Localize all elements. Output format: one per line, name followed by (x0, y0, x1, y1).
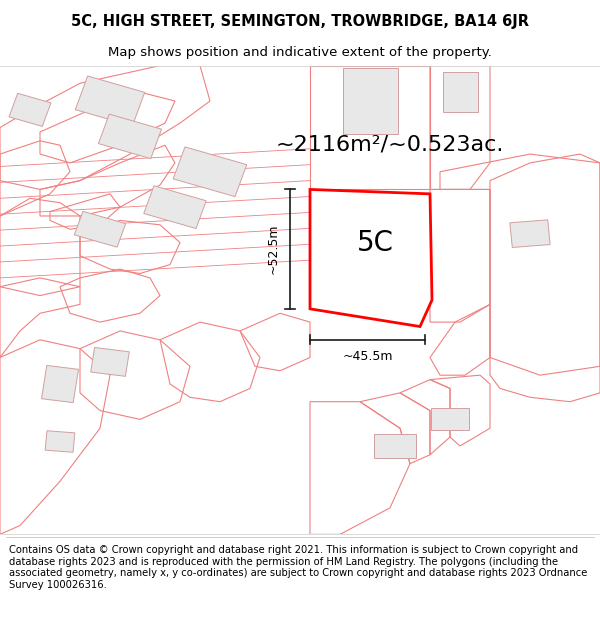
Bar (75, 76, 145, 126)
Bar (98, 114, 161, 159)
Bar (74, 211, 126, 247)
Text: 5C, HIGH STREET, SEMINGTON, TROWBRIDGE, BA14 6JR: 5C, HIGH STREET, SEMINGTON, TROWBRIDGE, … (71, 14, 529, 29)
Bar (173, 147, 247, 197)
Bar (343, 68, 398, 134)
Bar (374, 434, 416, 458)
Bar (144, 186, 206, 229)
Bar (45, 431, 75, 452)
Bar (41, 366, 79, 403)
Text: 5C: 5C (356, 229, 394, 256)
Bar (369, 224, 411, 253)
Bar (91, 348, 129, 376)
Text: ~45.5m: ~45.5m (342, 351, 393, 363)
Text: ~2116m²/~0.523ac.: ~2116m²/~0.523ac. (276, 134, 504, 154)
Bar (510, 220, 550, 248)
Polygon shape (310, 189, 432, 326)
Bar (349, 284, 381, 307)
Bar (443, 72, 478, 112)
Text: Contains OS data © Crown copyright and database right 2021. This information is : Contains OS data © Crown copyright and d… (9, 545, 587, 590)
Text: ~52.5m: ~52.5m (267, 224, 280, 274)
Text: Map shows position and indicative extent of the property.: Map shows position and indicative extent… (108, 46, 492, 59)
Bar (431, 408, 469, 431)
Bar (9, 93, 51, 126)
